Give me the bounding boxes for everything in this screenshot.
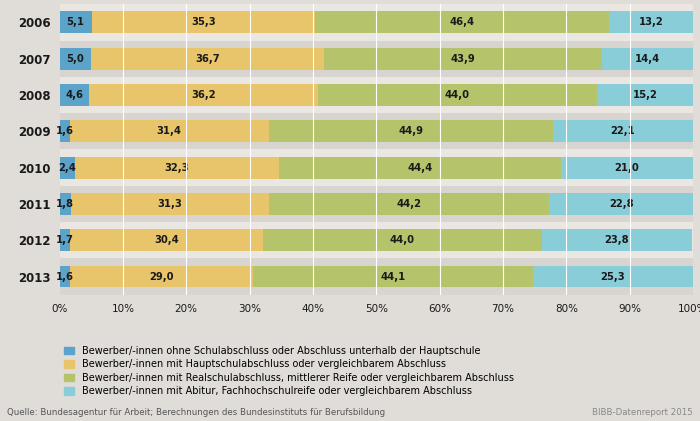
Bar <box>89 84 318 106</box>
Bar <box>610 11 693 33</box>
Bar <box>60 4 693 40</box>
Bar <box>533 266 693 288</box>
Text: 29,0: 29,0 <box>149 272 174 282</box>
Bar <box>60 157 75 179</box>
Bar <box>270 193 550 215</box>
Bar <box>60 266 69 288</box>
Text: 44,0: 44,0 <box>390 235 414 245</box>
Bar <box>60 77 693 113</box>
Bar <box>316 11 610 33</box>
Bar <box>71 193 270 215</box>
Bar <box>60 48 91 69</box>
Text: 22,1: 22,1 <box>610 126 636 136</box>
Text: 2,4: 2,4 <box>58 163 76 173</box>
Text: 31,4: 31,4 <box>157 126 181 136</box>
Bar <box>561 157 694 179</box>
Text: 44,0: 44,0 <box>444 90 470 100</box>
Bar <box>263 229 542 251</box>
Text: 13,2: 13,2 <box>639 17 664 27</box>
Bar <box>60 186 693 222</box>
Bar <box>553 120 693 142</box>
Text: 44,2: 44,2 <box>397 199 421 209</box>
Text: 15,2: 15,2 <box>632 90 657 100</box>
Text: 43,9: 43,9 <box>450 53 475 64</box>
Bar <box>91 48 323 69</box>
Text: 32,3: 32,3 <box>164 163 189 173</box>
Text: 46,4: 46,4 <box>450 17 475 27</box>
Text: 4,6: 4,6 <box>65 90 83 100</box>
Text: 30,4: 30,4 <box>154 235 179 245</box>
Bar <box>75 157 279 179</box>
Bar <box>92 11 316 33</box>
Text: 21,0: 21,0 <box>615 163 640 173</box>
Bar <box>60 40 693 77</box>
Bar <box>542 229 692 251</box>
Bar <box>596 84 693 106</box>
Bar <box>70 229 263 251</box>
Text: 44,4: 44,4 <box>407 163 433 173</box>
Text: BIBB-Datenreport 2015: BIBB-Datenreport 2015 <box>592 408 693 417</box>
Text: 1,8: 1,8 <box>56 199 74 209</box>
Text: 14,4: 14,4 <box>635 53 660 64</box>
Bar <box>253 266 533 288</box>
Bar <box>323 48 602 69</box>
Bar <box>60 229 70 251</box>
Text: 5,0: 5,0 <box>66 53 84 64</box>
Text: 31,3: 31,3 <box>158 199 183 209</box>
Text: 35,3: 35,3 <box>191 17 216 27</box>
Bar <box>60 113 693 149</box>
Text: 44,1: 44,1 <box>380 272 406 282</box>
Bar <box>318 84 596 106</box>
Bar <box>269 120 553 142</box>
Text: 1,6: 1,6 <box>55 126 74 136</box>
Bar <box>60 11 92 33</box>
Text: Quelle: Bundesagentur für Arbeit; Berechnungen des Bundesinstituts für Berufsbil: Quelle: Bundesagentur für Arbeit; Berech… <box>7 408 385 417</box>
Bar <box>60 120 69 142</box>
Text: 1,6: 1,6 <box>55 272 74 282</box>
Bar <box>60 149 693 186</box>
Legend: Bewerber/-innen ohne Schulabschluss oder Abschluss unterhalb der Hauptschule, Be: Bewerber/-innen ohne Schulabschluss oder… <box>64 346 514 396</box>
Text: 1,7: 1,7 <box>56 235 74 245</box>
Bar <box>60 222 693 258</box>
Text: 36,2: 36,2 <box>191 90 216 100</box>
Text: 5,1: 5,1 <box>66 17 85 27</box>
Text: 36,7: 36,7 <box>195 53 220 64</box>
Bar <box>60 258 693 295</box>
Bar <box>60 84 89 106</box>
Bar <box>69 266 253 288</box>
Bar <box>279 157 561 179</box>
Bar <box>69 120 269 142</box>
Bar <box>60 193 71 215</box>
Text: 44,9: 44,9 <box>398 126 424 136</box>
Bar <box>602 48 693 69</box>
Bar <box>550 193 694 215</box>
Text: 23,8: 23,8 <box>605 235 629 245</box>
Text: 22,8: 22,8 <box>609 199 634 209</box>
Text: 25,3: 25,3 <box>601 272 625 282</box>
